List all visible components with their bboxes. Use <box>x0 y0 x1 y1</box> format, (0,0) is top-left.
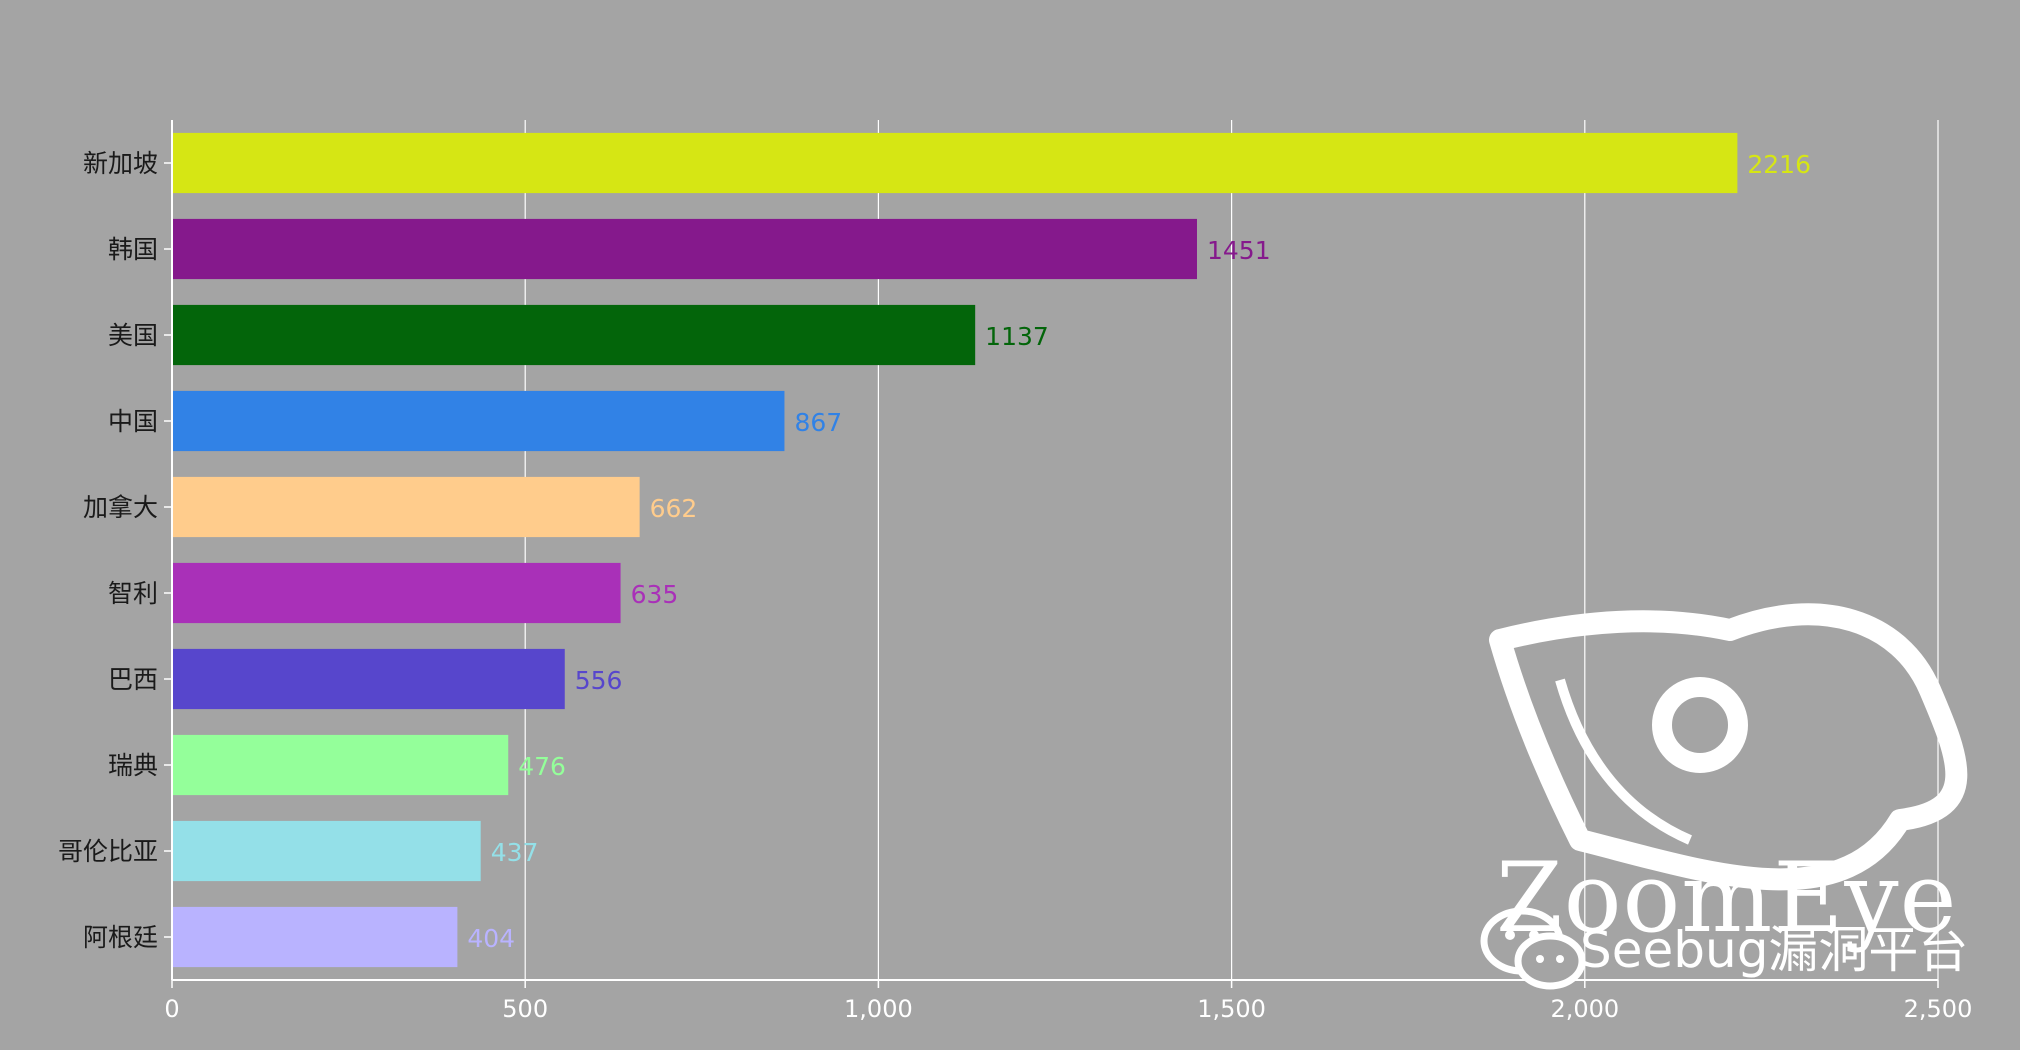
y-tick-label: 中国 <box>108 407 158 436</box>
y-tick-label: 新加坡 <box>83 149 158 178</box>
x-tick-label: 0 <box>164 995 179 1023</box>
data-label: 2216 <box>1747 150 1811 179</box>
bar <box>173 132 1738 194</box>
bar <box>173 562 621 624</box>
data-label: 635 <box>631 580 679 609</box>
bar <box>173 218 1197 280</box>
x-tick-label: 1,000 <box>844 995 913 1023</box>
labels: 新加坡 2216 韩国 1451 美国 1137 中国 867 加拿大 662 智利 635 巴西 556… <box>58 149 1811 953</box>
y-tick-label: 韩国 <box>108 235 158 264</box>
y-tick-label: 阿根廷 <box>83 923 158 952</box>
bar <box>173 648 565 710</box>
bar <box>173 820 481 882</box>
data-label: 662 <box>650 494 698 523</box>
axes: 0 500 1,000 1,500 2,000 2,500 <box>164 120 1972 1023</box>
bar <box>173 906 458 968</box>
x-tick-label: 500 <box>502 995 548 1023</box>
y-tick-label: 巴西 <box>108 665 158 694</box>
bar <box>173 304 976 366</box>
wechat-icon <box>1480 907 1586 990</box>
bar <box>173 476 640 538</box>
data-label: 556 <box>575 666 623 695</box>
y-tick-label: 哥伦比亚 <box>58 837 158 866</box>
x-tick-label: 2,000 <box>1550 995 1619 1023</box>
x-tick-label: 2,500 <box>1904 995 1973 1023</box>
data-label: 404 <box>467 924 515 953</box>
data-label: 1137 <box>985 322 1049 351</box>
watermark-brand: ZoomEye <box>1496 842 1958 954</box>
data-label: 1451 <box>1207 236 1271 265</box>
x-tick-label: 1,500 <box>1197 995 1266 1023</box>
bar <box>173 390 785 452</box>
watermark: ZoomEye Seebug漏洞平台 <box>1460 600 2000 1020</box>
data-label: 437 <box>491 838 539 867</box>
watermark-caption: Seebug漏洞平台 <box>1580 921 1969 979</box>
y-tick-label: 智利 <box>108 579 158 608</box>
data-label: 867 <box>794 408 842 437</box>
data-label: 476 <box>518 752 566 781</box>
y-tick-label: 加拿大 <box>83 493 158 522</box>
bars <box>173 132 1738 968</box>
eye-logo-icon <box>1489 603 1968 891</box>
bar <box>173 734 509 796</box>
y-tick-label: 美国 <box>108 321 158 350</box>
y-tick-label: 瑞典 <box>108 751 158 780</box>
